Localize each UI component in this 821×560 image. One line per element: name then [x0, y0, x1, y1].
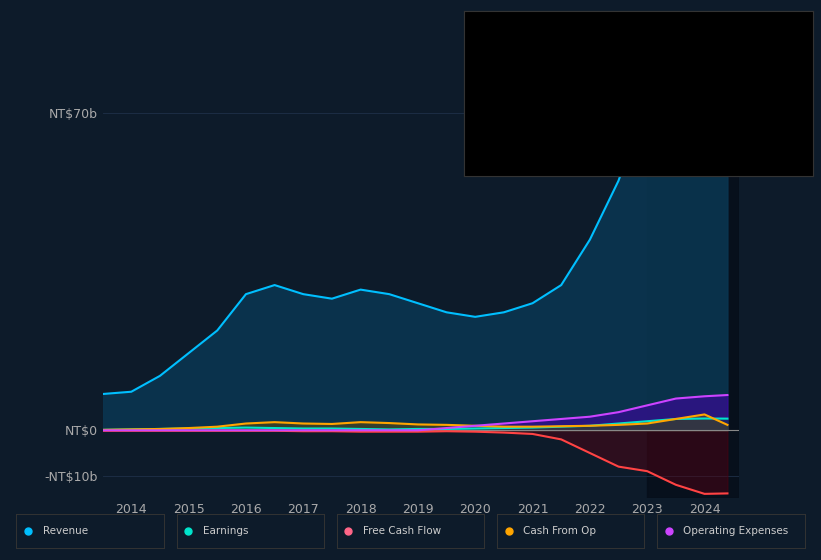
Text: -NT$13.948m: -NT$13.948m — [639, 109, 717, 119]
Text: Operating Expenses: Operating Expenses — [683, 526, 789, 536]
Text: NT$61.163b: NT$61.163b — [639, 43, 709, 53]
Text: Cash From Op: Cash From Op — [523, 526, 596, 536]
Text: /yr: /yr — [708, 131, 725, 141]
Bar — [647, 67, 739, 498]
Text: 4.2%: 4.2% — [639, 88, 667, 98]
Text: Earnings: Earnings — [478, 67, 523, 77]
Text: Free Cash Flow: Free Cash Flow — [363, 526, 442, 536]
Text: Revenue: Revenue — [43, 526, 88, 536]
Text: NT$2.573b: NT$2.573b — [639, 67, 702, 77]
Text: NT$7.775b: NT$7.775b — [639, 154, 703, 164]
Text: profit margin: profit margin — [669, 88, 741, 98]
Text: /yr: /yr — [708, 154, 725, 164]
Text: Operating Expenses: Operating Expenses — [478, 154, 583, 164]
Text: Jun 30 2024: Jun 30 2024 — [478, 23, 556, 36]
Text: Revenue: Revenue — [478, 43, 523, 53]
Text: NT$1.236b: NT$1.236b — [639, 131, 702, 141]
Text: Earnings: Earnings — [203, 526, 249, 536]
Text: /yr: /yr — [715, 43, 732, 53]
Text: /yr: /yr — [722, 109, 740, 119]
Text: Free Cash Flow: Free Cash Flow — [478, 109, 556, 119]
Text: /yr: /yr — [708, 67, 725, 77]
Text: Cash From Op: Cash From Op — [478, 131, 551, 141]
